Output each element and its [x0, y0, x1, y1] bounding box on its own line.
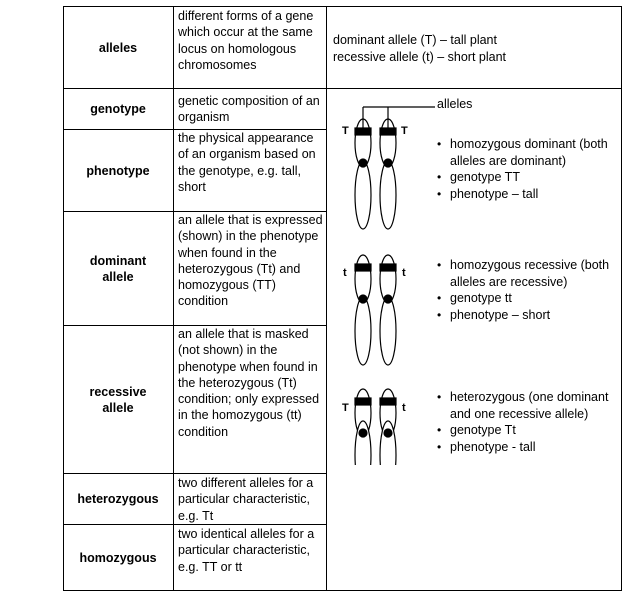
alleles-label: alleles [437, 97, 473, 111]
row-divider [63, 524, 327, 525]
term-alleles: alleles [98, 41, 138, 55]
definition-dominant-allele: an allele that is expressed (shown) in t… [178, 213, 323, 309]
list-item: • phenotype - tall [437, 439, 536, 454]
definition-heterozygous: two different alleles for a particular c… [178, 476, 314, 523]
example-dominant: dominant allele (T) – tall plant [333, 33, 497, 47]
list-item: • phenotype – short [437, 307, 551, 322]
chromosome-diagram [354, 106, 435, 465]
allele-letter: t [343, 267, 347, 279]
allele-letter: T [401, 125, 408, 137]
list-item: • genotype Tt [437, 423, 516, 437]
alleles-example: dominant allele (T) – tall plant recessi… [333, 32, 613, 65]
term-recessive-allele: recessive allele [89, 384, 147, 415]
bullet-group-2: • homozygous recessive (both alleles are … [437, 257, 617, 323]
definition-genotype: genetic composition of an organism [178, 94, 320, 125]
definition-phenotype: the physical appearance of an organism b… [178, 131, 316, 194]
list-item: • phenotype – tall [437, 186, 539, 201]
allele-letter: t [402, 267, 406, 279]
chromosome-pair-1 [354, 118, 397, 230]
chromosome-pair-3 [354, 388, 397, 465]
definition-recessive-allele: an allele that is masked (not shown) in … [178, 327, 320, 439]
list-item: • heterozygous (one dominant and one rece… [437, 390, 609, 421]
allele-letter: t [402, 402, 406, 414]
definition-homozygous: two identical alleles for a particular c… [178, 527, 315, 574]
term-heterozygous: heterozygous [77, 492, 159, 506]
col-divider-2 [326, 6, 327, 591]
example-recessive: recessive allele (t) – short plant [333, 49, 506, 64]
list-item: • genotype tt [437, 291, 512, 305]
allele-letter: T [342, 125, 349, 137]
term-homozygous: homozygous [79, 551, 157, 565]
bullet-group-3: • heterozygous (one dominant and one rece… [437, 389, 617, 455]
row-divider [63, 129, 327, 130]
table-frame [63, 6, 622, 591]
row-divider [63, 88, 622, 89]
row-divider [63, 325, 327, 326]
term-dominant-allele: dominant allele [89, 253, 147, 284]
allele-letter: T [342, 402, 349, 414]
term-phenotype: phenotype [86, 163, 150, 178]
list-item: • genotype TT [437, 170, 520, 184]
chromosome-pair-2 [354, 254, 397, 366]
term-genotype: genotype [90, 102, 146, 116]
row-divider [63, 211, 327, 212]
col-divider-1 [173, 6, 174, 591]
row-divider [63, 473, 327, 474]
bullet-group-1: • homozygous dominant (both alleles are d… [437, 136, 617, 202]
list-item: • homozygous recessive (both alleles are … [437, 258, 610, 289]
list-item: • homozygous dominant (both alleles are d… [437, 137, 608, 168]
definition-alleles: different forms of a gene which occur at… [178, 9, 314, 72]
alleles-pointer [362, 106, 435, 128]
